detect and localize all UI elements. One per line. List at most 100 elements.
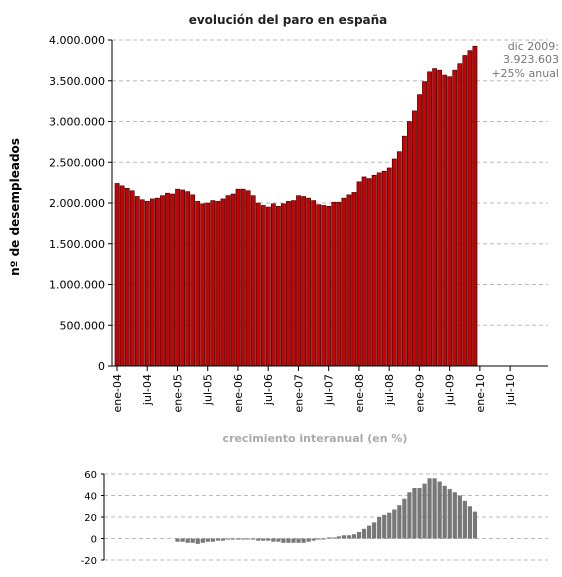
growth-bar (367, 525, 372, 539)
main-bar (296, 195, 301, 367)
main-bar (205, 202, 211, 367)
growth-bar (241, 538, 246, 540)
growth-bar (225, 538, 231, 540)
main-bar (366, 178, 372, 367)
growth-bar (256, 538, 261, 541)
main-bar (170, 193, 175, 367)
main-bar (447, 76, 453, 367)
main-bar (412, 110, 417, 367)
main-bar (306, 197, 312, 367)
growth-bar (281, 538, 286, 543)
growth-bar (432, 478, 437, 539)
growth-bar (447, 489, 452, 539)
main-x-tick-label: ene-05 (171, 374, 184, 412)
growth-bar (392, 509, 397, 539)
growth-bar (251, 538, 256, 540)
growth-bar (407, 492, 412, 539)
growth-bar (180, 538, 185, 542)
main-bar (245, 190, 251, 367)
main-bar (437, 69, 443, 367)
growth-bar (271, 538, 276, 542)
main-x-tick-label: ene-04 (111, 374, 124, 412)
main-bar (134, 196, 140, 367)
main-bar (260, 205, 266, 367)
growth-bar (331, 537, 336, 539)
growth-bar (266, 538, 271, 541)
growth-bar (195, 538, 200, 544)
growth-bar (215, 538, 220, 541)
main-bar (240, 188, 246, 367)
main-bar (346, 194, 352, 367)
growth-bars (175, 478, 478, 544)
growth-bar (286, 538, 291, 543)
main-y-tick-label: 500.000 (60, 319, 106, 332)
growth-bar (412, 487, 417, 539)
main-bar (376, 172, 382, 367)
growth-bar (372, 522, 377, 539)
main-y-tick-label: 2.000.000 (49, 197, 105, 210)
main-bar (462, 55, 468, 367)
main-bar (286, 201, 291, 367)
main-bar (144, 201, 150, 367)
main-x-tick-label: jul-08 (383, 374, 396, 406)
growth-y-tick-label: 0 (91, 535, 97, 546)
main-x-tick-label: ene-10 (474, 374, 487, 412)
growth-bar (382, 514, 387, 539)
main-bar (336, 201, 342, 367)
growth-bar (190, 538, 195, 543)
growth-bar (437, 481, 442, 539)
growth-y-tick-labels: -20 0 20 40 60 (81, 470, 97, 567)
main-bar (185, 191, 191, 367)
growth-bar (200, 538, 205, 543)
growth-bar (205, 538, 210, 542)
growth-bar (301, 538, 306, 543)
main-bar (417, 94, 422, 367)
main-y-tick-label: 3.000.000 (49, 116, 105, 129)
main-y-tick-label: 0 (98, 360, 105, 373)
growth-bar (336, 536, 341, 539)
growth-bar (321, 538, 326, 540)
main-bar (371, 174, 377, 367)
main-y-tick-label: 2.500.000 (49, 156, 105, 169)
main-bar (386, 167, 392, 367)
main-bar (155, 197, 160, 367)
growth-y-tick-label: 20 (84, 513, 97, 524)
main-bar (200, 203, 206, 367)
main-bar (165, 192, 170, 367)
growth-bar (175, 538, 180, 542)
growth-bar (467, 506, 472, 539)
main-bar (255, 202, 261, 367)
main-bar (422, 81, 427, 367)
growth-bar (422, 483, 427, 539)
main-bar (326, 205, 332, 367)
main-y-tick-label: 4.000.000 (49, 34, 105, 47)
growth-bar (220, 538, 226, 541)
main-x-tick-labels: ene-04 jul-04 ene-05 jul-05 ene-06 jul-06 ene-… (111, 374, 517, 412)
main-bar (472, 45, 478, 367)
growth-bar (417, 487, 422, 539)
growth-bar (356, 532, 362, 539)
main-bar (225, 195, 231, 367)
main-bar (220, 198, 226, 367)
annotation-line-2: 3.923.603 (503, 53, 559, 66)
main-bar (381, 170, 387, 367)
growth-bar (276, 538, 281, 542)
main-bar (291, 200, 296, 367)
main-x-tick-label: ene-06 (232, 374, 245, 412)
growth-bar (306, 538, 311, 542)
main-bar (119, 185, 125, 367)
main-bar (139, 199, 145, 367)
growth-y-tick-label: 60 (84, 470, 97, 481)
growth-bar (246, 538, 251, 540)
growth-bar (316, 538, 321, 540)
growth-bar (402, 498, 407, 539)
growth-chart-title: crecimiento interanual (en %) (223, 432, 408, 445)
growth-bar (457, 495, 462, 539)
main-bar (396, 151, 402, 367)
main-bar (149, 198, 155, 367)
main-bar (331, 201, 337, 367)
main-bar (270, 203, 276, 367)
main-x-tick-label: ene-09 (413, 374, 426, 412)
main-bar (407, 121, 412, 367)
